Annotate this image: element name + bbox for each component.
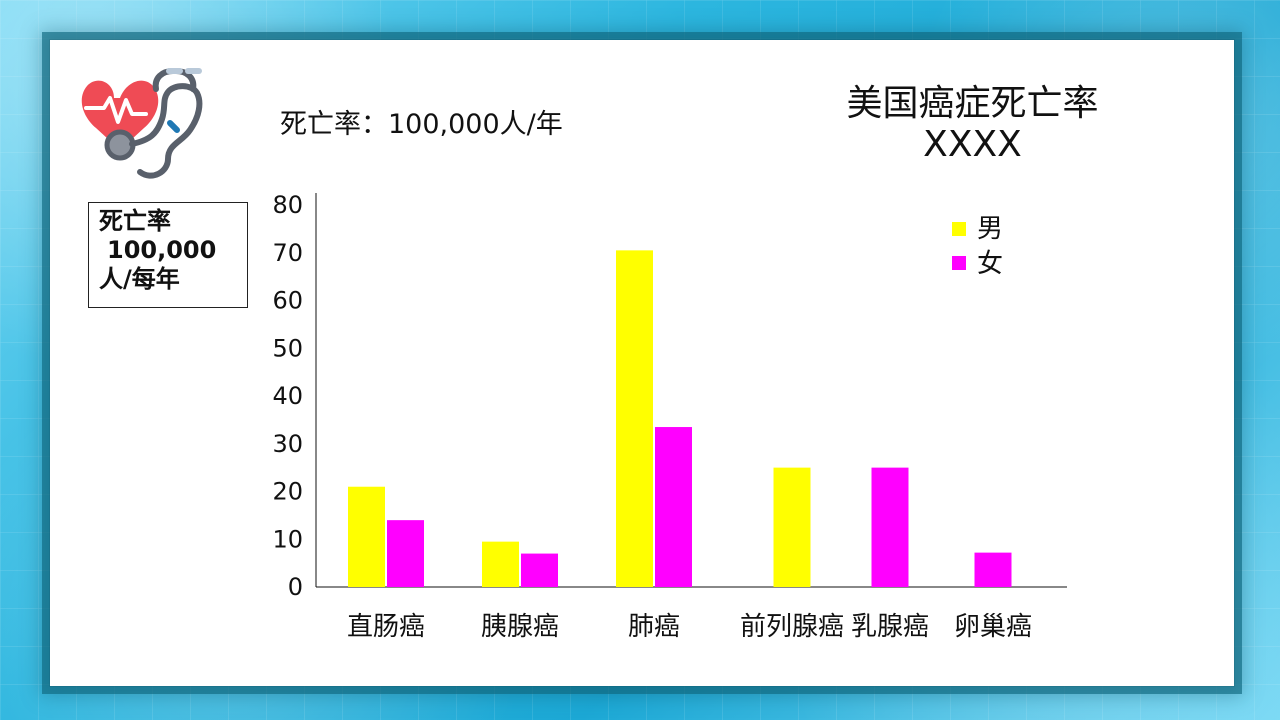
unit-box-line3: 人/每年 [99, 264, 180, 293]
female-bar [974, 552, 1012, 587]
y-tick-label: 30 [272, 430, 303, 458]
top-unit-text: 死亡率：100,000人/年 [280, 109, 563, 140]
x-category-label: 乳腺癌 [851, 612, 929, 642]
y-tick-label: 20 [272, 478, 303, 506]
y-tick-label: 50 [272, 334, 303, 362]
y-tick-label: 60 [272, 287, 303, 315]
y-tick-label: 0 [288, 573, 303, 601]
chart-title-line1: 美国癌症死亡率 [846, 83, 1099, 124]
legend-female-swatch [952, 256, 966, 270]
chart-title-line2: XXXX [923, 123, 1022, 165]
x-category-label: 直肠癌 [347, 612, 425, 642]
legend-female-label: 女 [977, 249, 1003, 279]
legend-male-swatch [952, 222, 966, 236]
stethoscope-earpiece-left-icon [166, 68, 183, 74]
stethoscope-earpiece-right-icon [185, 68, 202, 74]
heartbeat-line-icon [84, 96, 148, 124]
female-bar [387, 520, 424, 587]
unit-box: 死亡率 100,000 人/每年 [88, 202, 248, 308]
female-bar [655, 427, 692, 587]
male-bar [773, 467, 811, 587]
x-category-label: 胰腺癌 [481, 612, 559, 642]
chart-legend: 男女 [952, 214, 1003, 279]
x-category-label: 卵巢癌 [954, 612, 1032, 642]
female-bar [521, 553, 558, 587]
heart-stethoscope-icon [81, 68, 203, 179]
male-bar [616, 250, 653, 588]
y-tick-label: 70 [272, 239, 303, 267]
unit-box-line2: 100,000 [107, 235, 217, 264]
x-category-label: 肺癌 [628, 612, 680, 642]
y-tick-label: 80 [272, 191, 303, 219]
y-tick-label: 10 [272, 525, 303, 553]
male-bar [348, 486, 385, 587]
male-bar [482, 541, 519, 587]
unit-box-line1: 死亡率 [99, 207, 171, 235]
y-tick-label: 40 [272, 382, 303, 410]
title-block: 美国癌症死亡率 XXXX [835, 83, 1110, 165]
female-bar [871, 467, 909, 587]
stethoscope-connector-icon [167, 120, 180, 133]
legend-male-label: 男 [977, 214, 1003, 244]
x-category-label: 前列腺癌 [740, 612, 844, 642]
stethoscope-tube-icon [129, 83, 203, 179]
